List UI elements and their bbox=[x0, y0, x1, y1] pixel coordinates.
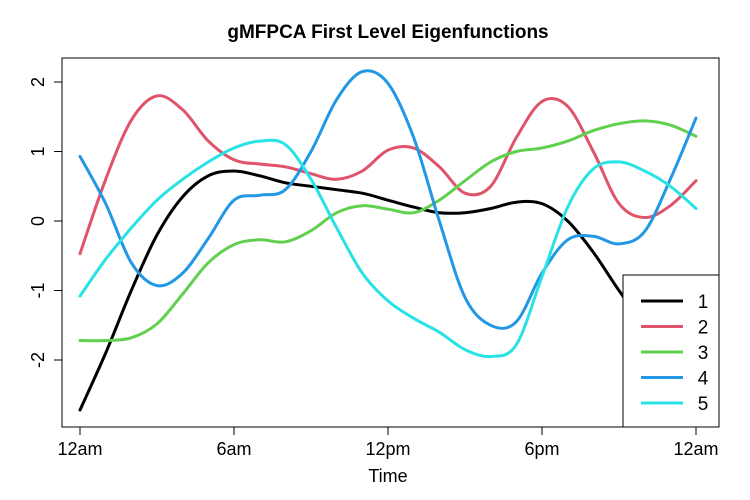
x-tick-label: 12am bbox=[57, 439, 102, 459]
legend-label-4: 4 bbox=[698, 369, 709, 390]
series-line-1 bbox=[78, 169, 698, 412]
legend-label-5: 5 bbox=[698, 394, 709, 415]
series-layer bbox=[78, 69, 698, 412]
y-tick-label: 0 bbox=[28, 216, 48, 226]
y-tick-label: -1 bbox=[28, 282, 48, 298]
y-tick-label: -2 bbox=[28, 352, 48, 368]
series-line-5 bbox=[78, 138, 698, 359]
x-tick-label: 6pm bbox=[524, 439, 559, 459]
chart-title: gMFPCA First Level Eigenfunctions bbox=[227, 22, 548, 43]
y-axis: 2 1 0 -1 -2 bbox=[28, 77, 63, 368]
legend: 1 2 3 4 5 bbox=[622, 274, 720, 428]
x-tick-label: 6am bbox=[216, 439, 251, 459]
series-line-2 bbox=[78, 94, 698, 256]
y-tick-label: 1 bbox=[28, 146, 48, 156]
y-tick-label: 2 bbox=[28, 77, 48, 87]
legend-label-1: 1 bbox=[698, 292, 709, 313]
x-tick-label: 12pm bbox=[365, 439, 410, 459]
x-axis: 12am 6am 12pm 6pm 12am bbox=[57, 426, 719, 459]
series-line-3 bbox=[78, 119, 698, 343]
x-axis-label: Time bbox=[368, 466, 407, 486]
legend-label-2: 2 bbox=[698, 318, 709, 339]
x-tick-label: 12am bbox=[673, 439, 718, 459]
series-line-4 bbox=[78, 69, 698, 330]
legend-label-3: 3 bbox=[698, 343, 709, 364]
